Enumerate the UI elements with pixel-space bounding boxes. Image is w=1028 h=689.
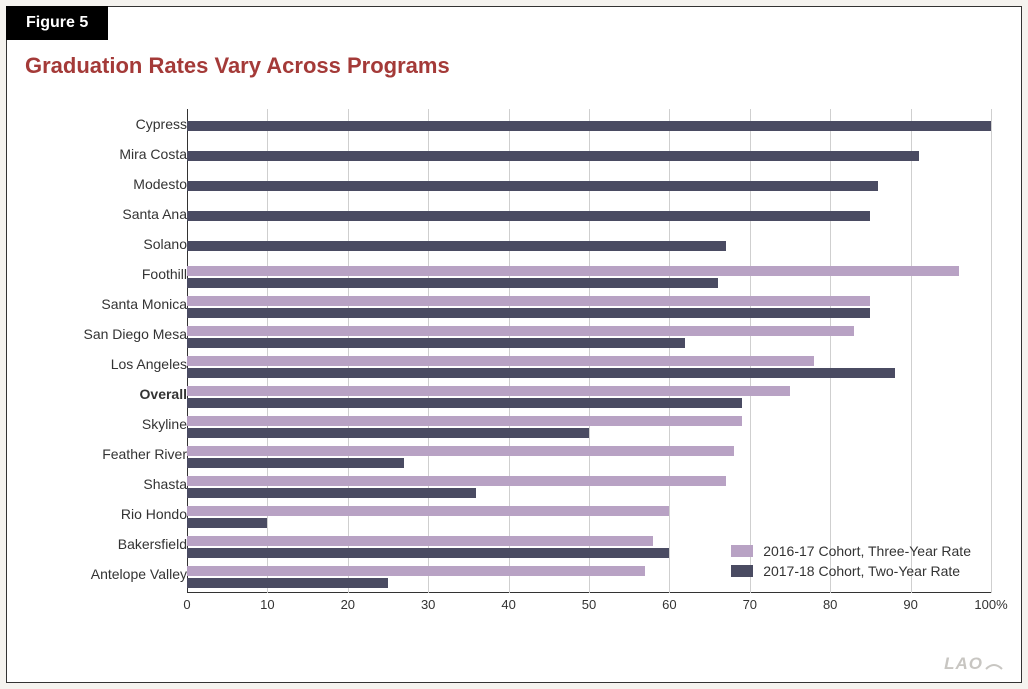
x-tick-label: 10 xyxy=(260,597,274,612)
category-label: Bakersfield xyxy=(118,536,187,552)
legend-swatch xyxy=(731,545,753,557)
bar xyxy=(187,548,669,558)
category-label: Cypress xyxy=(136,116,187,132)
bar xyxy=(187,368,895,378)
bar xyxy=(187,121,991,131)
bar xyxy=(187,398,742,408)
legend-item-three-year: 2016-17 Cohort, Three-Year Rate xyxy=(731,543,971,559)
bar xyxy=(187,326,854,336)
legend-label: 2016-17 Cohort, Three-Year Rate xyxy=(763,543,971,559)
legend-label: 2017-18 Cohort, Two-Year Rate xyxy=(763,563,960,579)
bar xyxy=(187,518,267,528)
figure-container: Figure 5 Graduation Rates Vary Across Pr… xyxy=(6,6,1022,683)
x-tick-label: 100% xyxy=(974,597,1007,612)
x-tick-label: 40 xyxy=(501,597,515,612)
bar xyxy=(187,356,814,366)
figure-label: Figure 5 xyxy=(6,6,108,40)
bar xyxy=(187,308,870,318)
legend-item-two-year: 2017-18 Cohort, Two-Year Rate xyxy=(731,563,971,579)
bar xyxy=(187,428,589,438)
category-label: Santa Ana xyxy=(122,206,187,222)
bar xyxy=(187,338,685,348)
category-label: Skyline xyxy=(142,416,187,432)
gridline xyxy=(991,109,992,593)
x-tick-label: 20 xyxy=(341,597,355,612)
chart-title: Graduation Rates Vary Across Programs xyxy=(25,53,450,79)
bar xyxy=(187,578,388,588)
chart-plot xyxy=(187,109,991,593)
bar xyxy=(187,181,878,191)
x-tick-label: 30 xyxy=(421,597,435,612)
category-label: Los Angeles xyxy=(111,356,187,372)
category-label: Modesto xyxy=(133,176,187,192)
x-tick-label: 80 xyxy=(823,597,837,612)
category-label: Overall xyxy=(140,386,187,402)
bar xyxy=(187,386,790,396)
category-label: Santa Monica xyxy=(101,296,187,312)
category-label: Shasta xyxy=(143,476,187,492)
lao-watermark: LAO xyxy=(944,654,1003,674)
x-tick-label: 90 xyxy=(903,597,917,612)
bar xyxy=(187,241,726,251)
category-label: Mira Costa xyxy=(119,146,187,162)
bar xyxy=(187,278,718,288)
bar xyxy=(187,211,870,221)
bar xyxy=(187,446,734,456)
bar xyxy=(187,536,653,546)
chart-area: 2016-17 Cohort, Three-Year Rate 2017-18 … xyxy=(187,109,991,613)
gridline xyxy=(911,109,912,593)
x-tick-label: 50 xyxy=(582,597,596,612)
bar xyxy=(187,566,645,576)
bar xyxy=(187,458,404,468)
x-tick-label: 60 xyxy=(662,597,676,612)
category-label: Solano xyxy=(143,236,187,252)
category-label: Antelope Valley xyxy=(91,566,187,582)
x-tick-label: 70 xyxy=(743,597,757,612)
bar xyxy=(187,476,726,486)
legend-swatch xyxy=(731,565,753,577)
category-label: Feather River xyxy=(102,446,187,462)
category-label: Rio Hondo xyxy=(121,506,187,522)
category-label: San Diego Mesa xyxy=(83,326,187,342)
watermark-text: LAO xyxy=(944,654,983,673)
bar xyxy=(187,488,476,498)
x-tick-label: 0 xyxy=(183,597,190,612)
bar xyxy=(187,151,919,161)
chart-legend: 2016-17 Cohort, Three-Year Rate 2017-18 … xyxy=(731,543,971,583)
bar xyxy=(187,266,959,276)
bar xyxy=(187,416,742,426)
category-label: Foothill xyxy=(142,266,187,282)
bar xyxy=(187,506,669,516)
bar xyxy=(187,296,870,306)
